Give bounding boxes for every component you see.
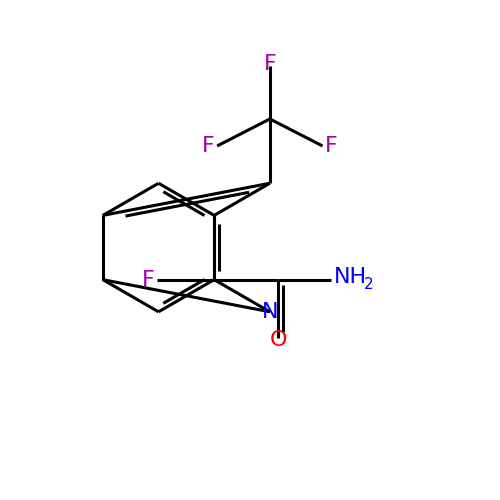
Text: O: O (270, 330, 287, 350)
Text: N: N (262, 302, 278, 322)
Text: F: F (325, 136, 338, 156)
Text: F: F (142, 270, 155, 289)
Text: F: F (202, 136, 214, 156)
Text: F: F (264, 54, 276, 74)
Text: NH: NH (334, 267, 367, 287)
Text: 2: 2 (364, 277, 374, 292)
